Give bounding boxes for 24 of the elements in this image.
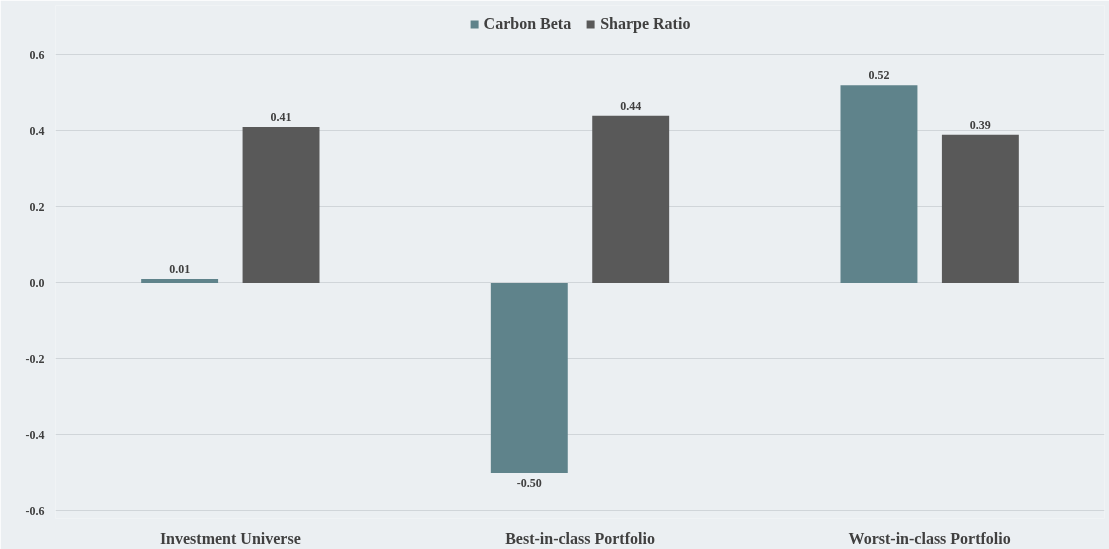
y-tick-label: 0.4 (29, 123, 45, 138)
data-label: 0.44 (620, 98, 642, 113)
y-tick-label: -0.6 (25, 503, 45, 518)
bar (592, 115, 670, 283)
bar (840, 85, 918, 283)
bar (490, 282, 568, 473)
bar (242, 127, 320, 283)
x-tick-label: Worst-in-class Portfolio (848, 529, 1011, 547)
x-tick-label: Investment Universe (159, 529, 301, 547)
data-label: 0.52 (868, 68, 890, 83)
y-tick-label: 0.6 (29, 47, 45, 62)
data-label: 0.01 (169, 262, 191, 277)
y-tick-label: -0.4 (25, 427, 45, 442)
y-tick-label: -0.2 (25, 351, 45, 366)
data-label: 0.39 (969, 117, 991, 132)
legend-label: Sharpe Ratio (600, 15, 691, 33)
legend-label: Carbon Beta (483, 15, 572, 33)
y-tick-label: 0.0 (29, 275, 45, 290)
x-tick-label: Best-in-class Portfolio (505, 529, 655, 547)
data-label: 0.41 (270, 110, 292, 125)
bar (141, 279, 219, 283)
y-tick-label: 0.2 (29, 199, 45, 214)
bar (941, 134, 1019, 283)
data-label: -0.50 (516, 475, 542, 490)
